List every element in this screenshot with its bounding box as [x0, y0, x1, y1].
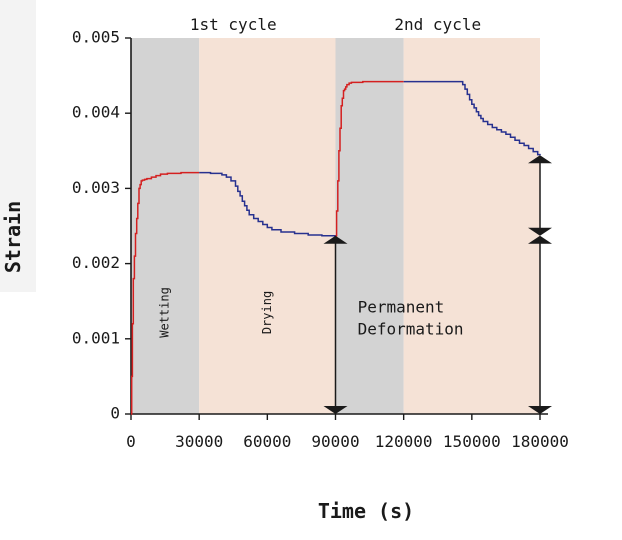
series-line-wetting-2	[335, 80, 404, 237]
phase-label-wetting-1: Wetting	[158, 287, 172, 338]
annotation-layer: Permanent Deformation	[323, 155, 552, 414]
y-tick-label: 0.002	[72, 253, 120, 272]
series-line-drying-2	[403, 80, 541, 156]
annotation-text-line: Deformation	[358, 319, 464, 338]
arrow-head	[323, 235, 348, 244]
y-tick-label: 0.005	[72, 28, 120, 47]
y-tick-label: 0.003	[72, 178, 120, 197]
series-layer	[130, 80, 541, 415]
cycle-label-2: 2nd cycle	[394, 15, 481, 34]
y-tick-label: 0.004	[72, 103, 120, 122]
arrow-head	[528, 227, 552, 236]
x-tick-label: 30000	[175, 432, 223, 451]
y-tick-label: 0.001	[72, 328, 120, 347]
y-axis-title: Strain	[1, 201, 25, 273]
phase-band-drying-2	[403, 38, 540, 414]
phase-label-drying-1: Drying	[260, 291, 274, 334]
arrow-head	[528, 155, 552, 164]
y-tick-label: 0	[110, 404, 120, 423]
phase-band-wetting-1	[131, 38, 200, 414]
x-tick-label: 180000	[511, 432, 569, 451]
ylabel-background	[0, 0, 36, 292]
phase-band-wetting-2	[335, 38, 404, 414]
x-tick-label: 60000	[243, 432, 291, 451]
arrow-head	[528, 406, 552, 414]
series-line-drying-1	[199, 171, 336, 237]
x-tick-label: 0	[126, 432, 136, 451]
x-tick-label: 150000	[443, 432, 501, 451]
x-tick-label: 120000	[375, 432, 433, 451]
axes: 0 0.001 0.002 0.003 0.004 0.005 0 30000 60000 900…	[72, 28, 569, 452]
x-tick-label: 90000	[311, 432, 359, 451]
annotation-text-line: Permanent	[358, 297, 445, 316]
cycle-label-1: 1st cycle	[190, 15, 277, 34]
labels-layer: Time (s) Strain 1st cycle 2nd cycle	[1, 15, 481, 523]
arrow-head	[323, 406, 348, 414]
x-axis-title: Time (s)	[318, 499, 414, 523]
arrow-head	[528, 235, 552, 244]
series-line-wetting-1	[130, 171, 200, 415]
